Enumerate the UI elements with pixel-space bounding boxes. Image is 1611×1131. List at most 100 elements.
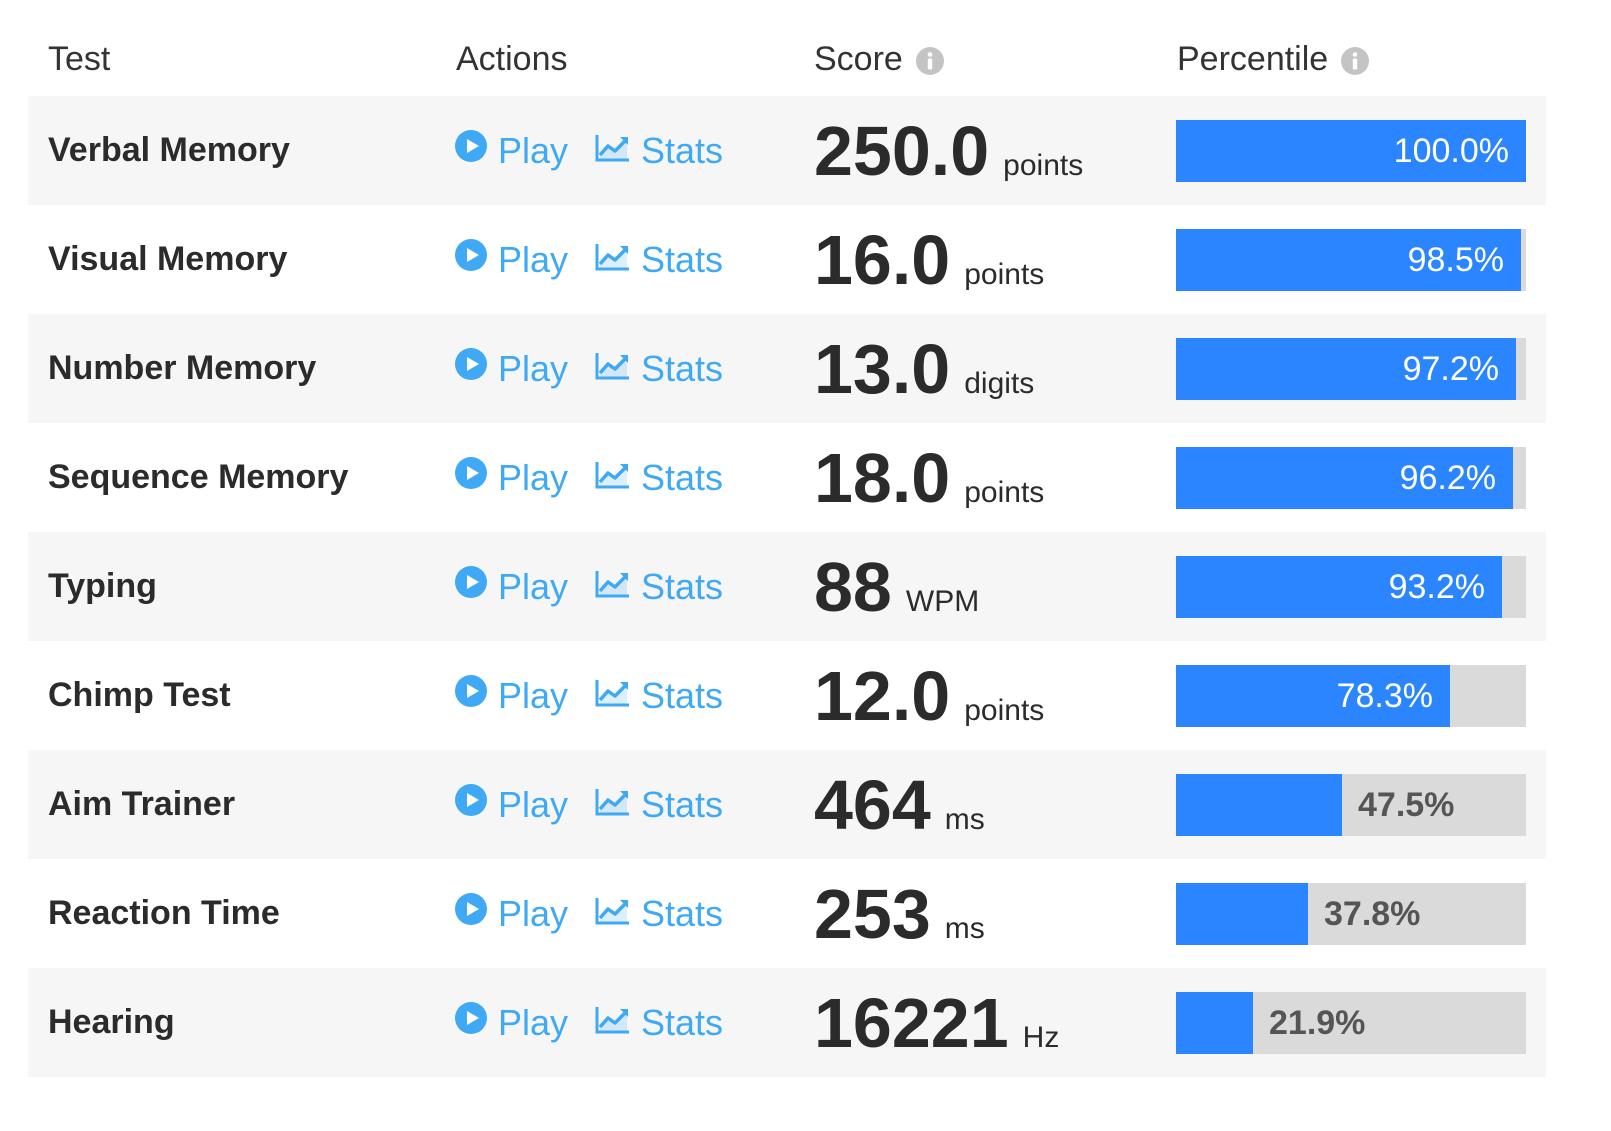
stats-button[interactable]: Stats xyxy=(595,532,723,641)
play-label: Play xyxy=(498,456,569,498)
score-cell: 16221 Hz xyxy=(814,968,1059,1077)
percentile-bar-fill xyxy=(1176,120,1526,182)
play-circle-icon xyxy=(454,1001,488,1044)
header-score: Score xyxy=(814,38,945,80)
header-score-label: Score xyxy=(814,40,903,78)
stats-label: Stats xyxy=(641,783,724,825)
play-label: Play xyxy=(498,347,569,389)
table-row: Chimp Test Play Stats 12.0 points 78.3% xyxy=(28,641,1546,750)
play-button[interactable]: Play xyxy=(454,532,568,641)
play-button[interactable]: Play xyxy=(454,96,568,205)
test-name: Chimp Test xyxy=(48,676,231,714)
play-button[interactable]: Play xyxy=(454,968,568,1077)
line-chart-icon xyxy=(595,130,631,172)
percentile-label: 93.2% xyxy=(1388,568,1485,606)
percentile-label: 47.5% xyxy=(1358,786,1455,824)
percentile-bar: 47.5% xyxy=(1176,774,1526,836)
percentile-bar-fill xyxy=(1176,229,1521,291)
test-name: Hearing xyxy=(48,1003,175,1041)
percentile-bar-fill xyxy=(1176,447,1513,509)
stats-button[interactable]: Stats xyxy=(595,314,723,423)
play-button[interactable]: Play xyxy=(454,750,568,859)
score-unit: points xyxy=(964,475,1045,509)
test-name: Sequence Memory xyxy=(48,458,349,496)
play-circle-icon xyxy=(454,347,488,390)
results-table: Test Actions Score Percentile xyxy=(28,0,1546,1077)
percentile-bar: 21.9% xyxy=(1176,992,1526,1054)
play-label: Play xyxy=(498,783,569,825)
play-label: Play xyxy=(498,674,569,716)
line-chart-icon xyxy=(595,239,631,281)
table-header: Test Actions Score Percentile xyxy=(28,0,1546,96)
score-cell: 253 ms xyxy=(814,859,985,968)
percentile-label: 98.5% xyxy=(1407,241,1504,279)
score-cell: 88 WPM xyxy=(814,532,979,641)
stats-label: Stats xyxy=(641,1001,724,1043)
percentile-bar: 97.2% xyxy=(1176,338,1526,400)
play-circle-icon xyxy=(454,674,488,717)
score-value: 18.0 xyxy=(814,438,951,517)
play-button[interactable]: Play xyxy=(454,859,568,968)
score-value: 12.0 xyxy=(814,656,951,735)
score-info-icon[interactable] xyxy=(915,44,945,75)
stats-button[interactable]: Stats xyxy=(595,205,723,314)
stats-label: Stats xyxy=(641,674,724,716)
percentile-label: 97.2% xyxy=(1402,350,1499,388)
stats-label: Stats xyxy=(641,565,724,607)
percentile-label: 78.3% xyxy=(1336,677,1433,715)
percentile-bar: 100.0% xyxy=(1176,120,1526,182)
score-unit: points xyxy=(1003,148,1084,182)
table-row: Visual Memory Play Stats 16.0 points 98.5% xyxy=(28,205,1546,314)
play-circle-icon xyxy=(454,129,488,172)
play-button[interactable]: Play xyxy=(454,423,568,532)
percentile-bar-fill xyxy=(1176,774,1342,836)
stats-button[interactable]: Stats xyxy=(595,968,723,1077)
play-button[interactable]: Play xyxy=(454,314,568,423)
score-value: 88 xyxy=(814,547,892,626)
stats-label: Stats xyxy=(641,456,724,498)
score-unit: WPM xyxy=(905,584,980,618)
table-row: Number Memory Play Stats 13.0 digits 97.2% xyxy=(28,314,1546,423)
table-row: Sequence Memory Play Stats 18.0 points 96.2% xyxy=(28,423,1546,532)
play-button[interactable]: Play xyxy=(454,205,568,314)
percentile-bar: 96.2% xyxy=(1176,447,1526,509)
score-unit: ms xyxy=(944,802,985,836)
header-actions-label: Actions xyxy=(456,40,568,78)
stats-button[interactable]: Stats xyxy=(595,96,723,205)
stats-button[interactable]: Stats xyxy=(595,423,723,532)
score-value: 16.0 xyxy=(814,220,951,299)
percentile-bar-fill xyxy=(1176,556,1502,618)
play-button[interactable]: Play xyxy=(454,641,568,750)
test-name: Reaction Time xyxy=(48,894,280,932)
table-row: Verbal Memory Play Stats 250.0 points 100.0% xyxy=(28,96,1546,205)
play-label: Play xyxy=(498,565,569,607)
table-row: Hearing Play Stats 16221 Hz 21.9% xyxy=(28,968,1546,1077)
stats-button[interactable]: Stats xyxy=(595,859,723,968)
test-name: Number Memory xyxy=(48,349,317,387)
score-unit: points xyxy=(964,257,1045,291)
play-label: Play xyxy=(498,1001,569,1043)
percentile-bar-fill xyxy=(1176,883,1308,945)
stats-label: Stats xyxy=(641,238,724,280)
test-name: Visual Memory xyxy=(48,240,288,278)
test-name: Typing xyxy=(48,567,157,605)
stats-button[interactable]: Stats xyxy=(595,750,723,859)
table-row: Reaction Time Play Stats 253 ms 37.8% xyxy=(28,859,1546,968)
percentile-info-icon[interactable] xyxy=(1340,44,1370,75)
play-label: Play xyxy=(498,129,569,171)
score-value: 16221 xyxy=(814,983,1009,1062)
play-circle-icon xyxy=(454,783,488,826)
line-chart-icon xyxy=(595,675,631,717)
play-circle-icon xyxy=(454,456,488,499)
header-actions: Actions xyxy=(456,38,568,80)
percentile-bar-fill xyxy=(1176,665,1450,727)
play-label: Play xyxy=(498,892,569,934)
stats-button[interactable]: Stats xyxy=(595,641,723,750)
table-row: Typing Play Stats 88 WPM 93.2% xyxy=(28,532,1546,641)
header-test: Test xyxy=(48,38,110,80)
line-chart-icon xyxy=(595,893,631,935)
score-value: 13.0 xyxy=(814,329,951,408)
table-row: Aim Trainer Play Stats 464 ms 47.5% xyxy=(28,750,1546,859)
percentile-label: 96.2% xyxy=(1399,459,1496,497)
header-percentile: Percentile xyxy=(1177,38,1370,80)
